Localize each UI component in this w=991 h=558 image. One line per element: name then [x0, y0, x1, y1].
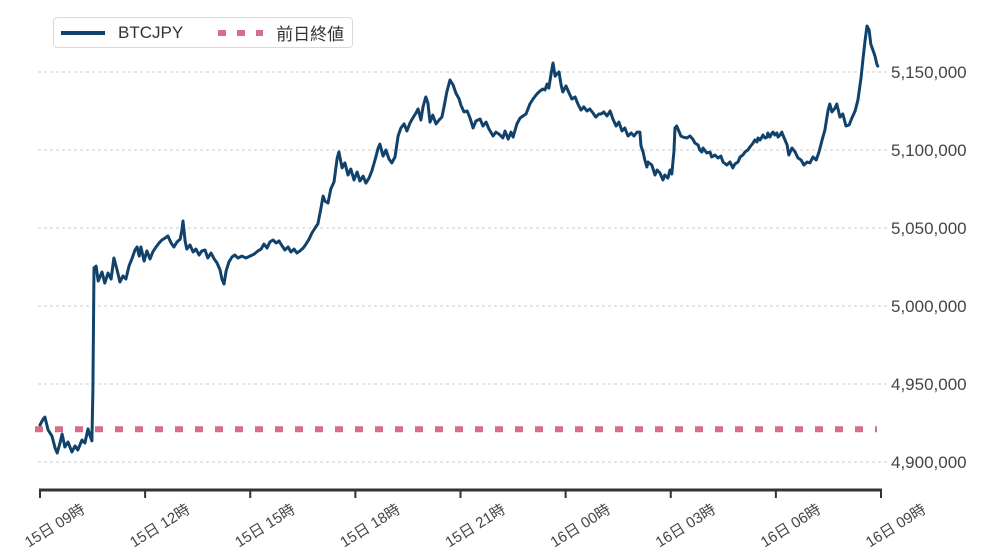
btcjpy-line-swatch-icon — [61, 30, 105, 35]
x-tick-label: 15日 15時 — [232, 501, 298, 551]
price-line — [38, 24, 880, 455]
legend-item-prev-close[interactable]: 前日終値 — [217, 20, 344, 45]
y-tick-label: 5,100,000 — [891, 141, 967, 160]
x-tick-label: 15日 21時 — [442, 501, 508, 551]
x-tick-label: 15日 12時 — [127, 501, 193, 551]
legend: BTCJPY 前日終値 — [53, 17, 354, 48]
legend-label-btcjpy: BTCJPY — [118, 22, 184, 42]
x-tick-label: 16日 03時 — [653, 501, 719, 551]
x-tick-label: 16日 00時 — [547, 501, 613, 551]
y-tick-label: 4,900,000 — [891, 453, 967, 472]
x-tick-label: 16日 06時 — [758, 501, 824, 551]
legend-label-prev-close: 前日終値 — [276, 25, 345, 44]
y-tick-label: 4,950,000 — [891, 375, 967, 394]
y-tick-label: 5,150,000 — [891, 63, 967, 82]
x-tick-label: 16日 09時 — [863, 501, 929, 551]
x-tick-label: 15日 18時 — [337, 501, 403, 551]
y-tick-label: 5,000,000 — [891, 297, 967, 316]
legend-item-btcjpy[interactable]: BTCJPY — [61, 23, 183, 43]
y-tick-label: 5,050,000 — [891, 219, 967, 238]
x-tick-label: 15日 09時 — [22, 501, 88, 551]
prev-close-dash-swatch-icon — [218, 29, 264, 36]
